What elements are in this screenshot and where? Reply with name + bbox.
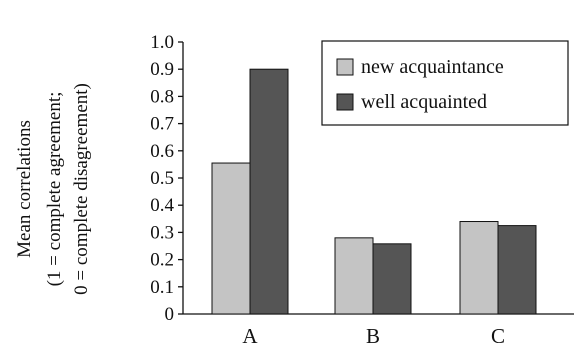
y-tick-label: 0.3	[150, 222, 174, 243]
y-tick-label: 0.9	[150, 59, 174, 80]
bars	[211, 68, 537, 315]
legend: new acquaintance well acquainted	[321, 40, 569, 126]
legend-swatch	[336, 58, 354, 76]
y-tick-label: 0.5	[150, 168, 174, 189]
legend-swatch	[336, 93, 354, 111]
x-tick-label-A: A	[242, 324, 258, 348]
y-tick-label: 0.4	[150, 195, 174, 216]
y-tick-label: 0.8	[150, 86, 174, 107]
bar-C-new-acquaintance	[459, 221, 499, 315]
y-axis-title: Mean correlations (1 = complete agreemen…	[14, 83, 92, 295]
legend-label: new acquaintance	[361, 56, 504, 78]
legend-box	[321, 40, 569, 126]
y-axis: 0 0.1 0.2 0.3 0.4 0.5 0.6 0.7 0.8 0.9 1.0	[150, 32, 184, 325]
y-tick-label: 0.6	[150, 141, 174, 162]
y-axis-title-line-1: Mean correlations	[14, 120, 35, 258]
bar-A-well-acquainted	[249, 68, 289, 315]
y-tick-label: 1.0	[150, 32, 174, 53]
y-tick-label: 0.7	[150, 114, 174, 135]
y-tick-label: 0	[165, 304, 175, 325]
bar-C-well-acquainted	[497, 225, 537, 315]
x-tick-label-B: B	[366, 324, 380, 348]
y-axis-title-line-2: (1 = complete agreement;	[44, 92, 65, 287]
y-axis-title-line-3: 0 = complete disagreement)	[71, 83, 92, 295]
bar-A-new-acquaintance	[211, 162, 251, 315]
y-tick-label: 0.2	[150, 250, 174, 271]
bar-B-new-acquaintance	[334, 237, 374, 315]
y-tick-label: 0.1	[150, 277, 174, 298]
bar-B-well-acquainted	[372, 243, 412, 315]
legend-label: well acquainted	[361, 91, 487, 113]
x-axis: A B C	[183, 313, 574, 348]
x-tick-label-C: C	[491, 324, 505, 348]
